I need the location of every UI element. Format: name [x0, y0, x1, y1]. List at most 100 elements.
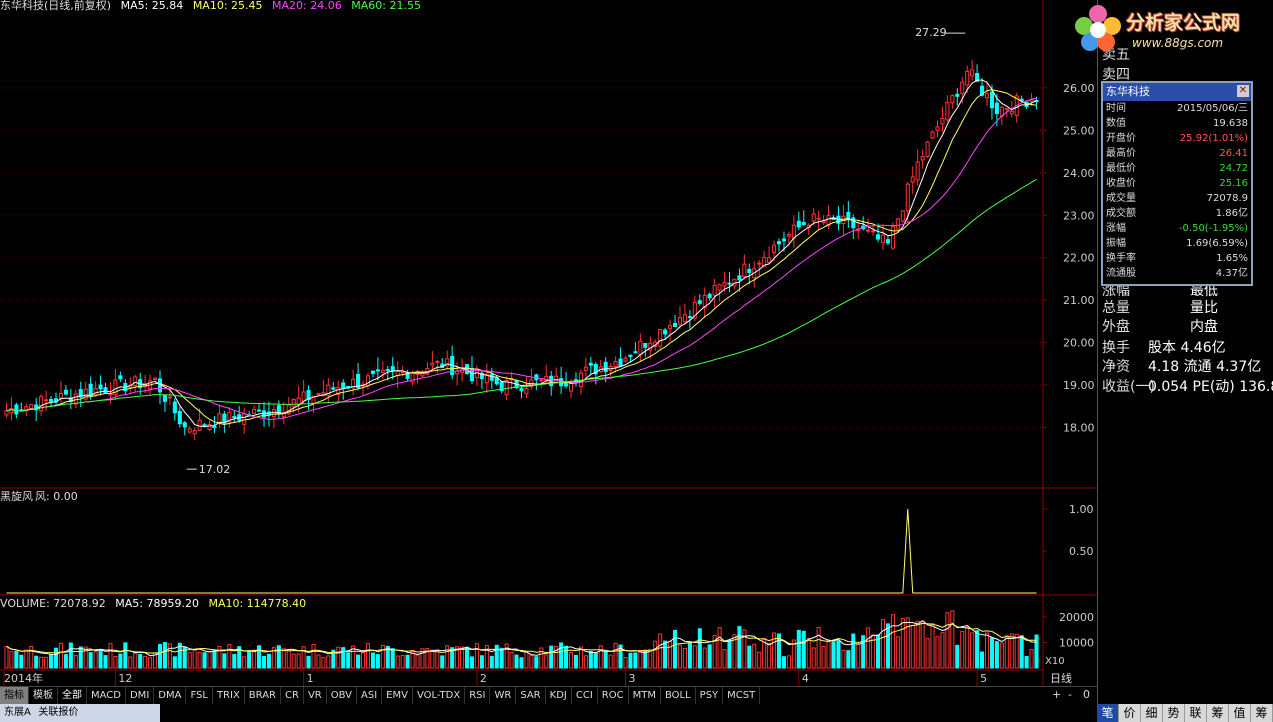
candle-body — [970, 69, 975, 77]
volume-bar — [757, 651, 762, 669]
tab-kdj[interactable]: KDJ — [546, 687, 572, 704]
tab-dmi[interactable]: DMI — [126, 687, 155, 704]
volume-bar — [880, 619, 886, 669]
volume-bar — [499, 647, 504, 669]
popup-key: 成交量 — [1106, 193, 1136, 204]
volume-bar — [578, 646, 583, 669]
reset-button[interactable]: 0 — [1083, 688, 1090, 701]
tab-cci[interactable]: CCI — [572, 687, 598, 704]
volume-header: VOLUME: 72078.92 MA5: 78959.20 MA10: 114… — [0, 597, 312, 611]
volume-bar — [336, 646, 341, 669]
zoom-in-button[interactable]: + — [1052, 688, 1062, 701]
candle-body — [643, 342, 648, 348]
bottom-tab-a[interactable]: 东展A — [4, 707, 31, 718]
tab-roc[interactable]: ROC — [598, 687, 629, 704]
popup-title-bar[interactable]: 东华科技 ✕ — [1103, 83, 1251, 101]
volume-bar — [39, 656, 44, 669]
tab-indicator[interactable]: 指标 — [0, 687, 29, 704]
tab-fsl[interactable]: FSL — [186, 687, 213, 704]
tab-vr[interactable]: VR — [304, 687, 327, 704]
volume-bar — [484, 645, 489, 669]
volume-bar — [192, 649, 197, 669]
bottom-button[interactable]: 价 — [1119, 704, 1141, 722]
bottom-button[interactable]: 联 — [1185, 704, 1207, 722]
tab-boll[interactable]: BOLL — [661, 687, 696, 704]
candle-body — [811, 213, 816, 222]
tab-obv[interactable]: OBV — [327, 687, 357, 704]
volume-bar — [677, 644, 683, 669]
bottom-button[interactable]: 细 — [1141, 704, 1163, 722]
tab-brar[interactable]: BRAR — [245, 687, 281, 704]
volume-bar — [648, 648, 653, 669]
candle-body — [232, 416, 237, 419]
candle-body — [519, 388, 524, 392]
tab-sar[interactable]: SAR — [516, 687, 546, 704]
volume-bar — [682, 647, 687, 669]
kline-chart[interactable]: 26.0025.0024.0023.0022.0021.0020.0019.00… — [0, 0, 1097, 704]
volume-bar — [544, 654, 549, 669]
candle-body — [960, 81, 965, 94]
candle-body — [49, 398, 54, 402]
volume-bar — [539, 647, 544, 669]
popup-row: 换手率 1.65% — [1103, 251, 1251, 266]
tab-mtm[interactable]: MTM — [629, 687, 661, 704]
candle-body — [895, 218, 900, 230]
volume-bar — [479, 655, 484, 669]
volume-bar — [885, 623, 890, 669]
volume-bar — [910, 624, 915, 669]
volume-bar — [133, 652, 138, 669]
tab-all[interactable]: 全部 — [58, 687, 87, 704]
candle-body — [757, 262, 762, 265]
tab-rsi[interactable]: RSI — [465, 687, 491, 704]
tab-asi[interactable]: ASI — [357, 687, 383, 704]
candle-body — [955, 93, 960, 97]
volume-bar — [900, 618, 905, 669]
candle-body — [668, 325, 673, 330]
candle-body — [549, 375, 554, 387]
popup-value: 26.41 — [1219, 148, 1248, 159]
volume-bar — [395, 655, 400, 669]
close-icon[interactable]: ✕ — [1237, 85, 1249, 97]
volume-bar — [588, 650, 593, 669]
bottom-button[interactable]: 势 — [1163, 704, 1185, 722]
candle-body — [4, 410, 9, 416]
volume-bar — [400, 655, 405, 669]
period-label[interactable]: 日线 — [1050, 672, 1072, 685]
volume-bar — [98, 649, 103, 669]
bottom-button[interactable]: 筹 — [1251, 704, 1273, 722]
volume-bar — [108, 643, 113, 669]
quote-row: 涨幅 最低 — [1102, 280, 1272, 300]
zoom-out-button[interactable]: - — [1068, 688, 1072, 701]
volume-bar — [999, 642, 1004, 669]
tab-vol-tdx[interactable]: VOL-TDX — [413, 687, 466, 704]
volume-bar — [747, 645, 752, 669]
volume-bar — [356, 654, 361, 669]
candle-body — [633, 351, 638, 354]
candle-body — [707, 293, 712, 299]
data-popup[interactable]: 东华科技 ✕ 时间 2015/05/06/三 数值 19.638 开盘价 25.92(1.… — [1101, 81, 1253, 286]
tab-template[interactable]: 模板 — [29, 687, 58, 704]
candle-body — [291, 398, 296, 407]
candle-body — [207, 423, 212, 431]
ma-line — [6, 89, 1037, 425]
volume-bar — [811, 647, 816, 669]
tab-wr[interactable]: WR — [490, 687, 517, 704]
volume-bar — [529, 655, 534, 669]
tab-dma[interactable]: DMA — [154, 687, 187, 704]
bottom-button[interactable]: 笔 — [1097, 704, 1119, 722]
tab-cr[interactable]: CR — [281, 687, 304, 704]
tab-psy[interactable]: PSY — [696, 687, 724, 704]
volume-bar — [14, 650, 19, 669]
volume-bar — [44, 656, 49, 669]
tab-macd[interactable]: MACD — [87, 687, 126, 704]
volume-bar — [326, 655, 331, 669]
tab-mcst[interactable]: MCST — [723, 687, 761, 704]
candle-body — [182, 422, 187, 428]
bottom-button[interactable]: 筹 — [1207, 704, 1229, 722]
tab-trix[interactable]: TRIX — [213, 687, 245, 704]
bottom-tab-related[interactable]: 关联报价 — [38, 707, 79, 718]
tab-emv[interactable]: EMV — [382, 687, 413, 704]
volume-tick-label: 10000 — [1059, 637, 1094, 650]
bottom-button[interactable]: 值 — [1229, 704, 1251, 722]
volume-bar — [380, 644, 385, 669]
